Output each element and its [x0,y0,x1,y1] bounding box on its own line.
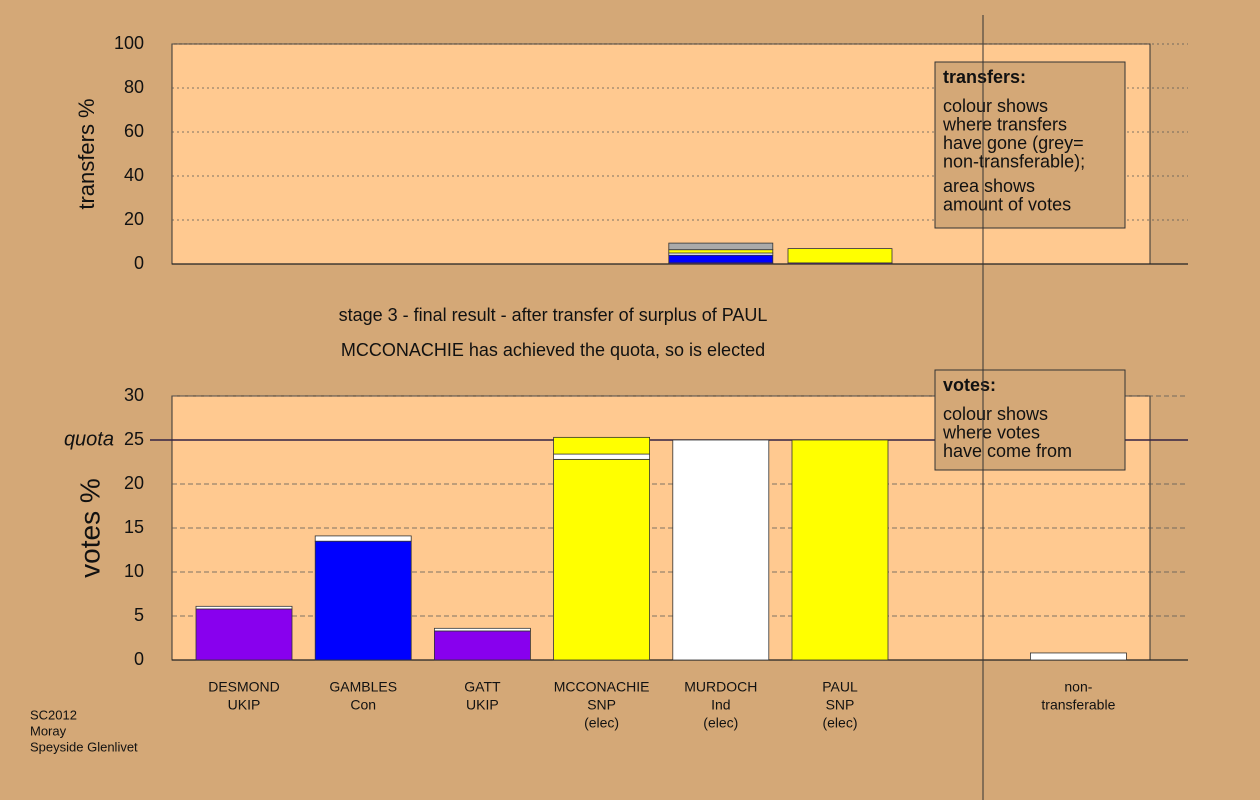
x-tick-label: UKIP [228,697,261,713]
annotation-line: amount of votes [943,194,1071,214]
x-tick-label: SNP [826,697,855,713]
annotation-line: have come from [943,441,1072,461]
bar-segment [314,535,412,542]
x-tick-label: Ind [711,697,730,713]
footer: SC2012 [30,707,77,722]
x-tick-label: Con [350,697,376,713]
y-axis-label: votes % [74,478,105,578]
y-tick-label: 15 [124,517,144,537]
bar-segment [791,439,889,661]
annotation-line: colour shows [943,404,1048,424]
y-axis-label: transfers % [74,98,99,209]
y-tick-label: 0 [134,649,144,669]
y-tick-label: 40 [124,165,144,185]
x-tick-label: SNP [587,697,616,713]
y-tick-label: 100 [114,33,144,53]
x-tick-label: (elec) [703,715,738,731]
bar-segment [195,608,293,661]
bar-segment [553,436,650,455]
annotation-line: where transfers [942,114,1067,134]
x-tick-label: MCCONACHIE [554,679,650,695]
y-tick-label: 25 [124,429,144,449]
bar-segment [553,458,650,661]
x-tick-label: MURDOCH [684,679,757,695]
bar-segment [668,254,774,264]
bar-segment [553,453,650,460]
annotation-box [934,369,1126,471]
annotation-line: colour shows [943,96,1048,116]
bar-segment [195,605,293,610]
y-tick-label: 10 [124,561,144,581]
x-tick-label: PAUL [822,679,858,695]
bar-segment [433,630,531,661]
y-tick-label: 5 [134,605,144,625]
bar-segment [668,242,774,251]
annotation-title: votes: [943,375,996,395]
stage-text: MCCONACHIE has achieved the quota, so is… [341,340,765,360]
bar-segment [672,439,770,661]
annotation-line: area shows [943,176,1035,196]
footer: Moray [30,723,67,738]
quota-label: quota [64,428,114,450]
bar-segment [668,249,774,254]
x-tick-label: transferable [1041,697,1115,713]
annotation-box [934,61,1126,229]
annotation-line: where votes [942,422,1040,442]
y-tick-label: 30 [124,385,144,405]
x-tick-label: GATT [464,679,501,695]
stage-text: stage 3 - final result - after transfer … [339,305,768,325]
x-tick-label: non- [1064,679,1092,695]
bar-segment [314,540,412,661]
x-tick-label: UKIP [466,697,499,713]
annotation-line: non-transferable); [943,151,1085,171]
bar-segment [1030,652,1127,661]
bar-segment [787,248,893,264]
y-tick-label: 20 [124,473,144,493]
x-tick-label: (elec) [584,715,619,731]
x-tick-label: (elec) [822,715,857,731]
bar-segment [433,627,531,632]
footer: Speyside Glenlivet [30,739,138,754]
y-tick-label: 20 [124,209,144,229]
y-tick-label: 60 [124,121,144,141]
y-tick-label: 80 [124,77,144,97]
x-tick-label: DESMOND [208,679,280,695]
x-tick-label: GAMBLES [329,679,397,695]
annotation-line: have gone (grey= [943,133,1084,153]
annotation-title: transfers: [943,67,1026,87]
y-tick-label: 0 [134,253,144,273]
